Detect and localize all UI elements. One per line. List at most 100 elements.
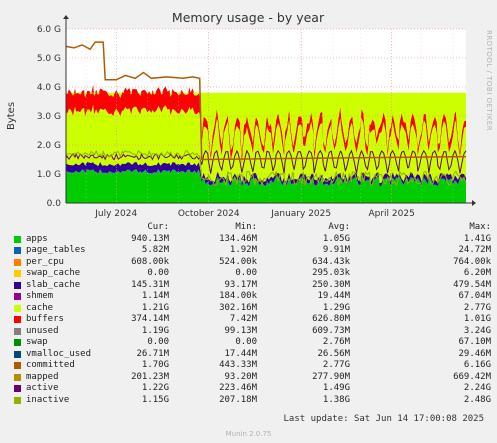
y-tick-label: 2.0 G [37,141,61,151]
legend-row: committed 1.70G 443.33M 2.77G 6.16G [14,360,496,372]
legend-min: 134.46M [219,233,257,244]
rrdtool-credit: RRDTOOL / TOBI OETIKER [485,30,493,131]
legend-table: Cur: Min: Avg: Max: apps 940.13M 134.46M 1.… [14,222,496,406]
legend-max: 24.72M [458,245,491,255]
legend-header-min: Min: [235,222,257,232]
legend-series-name: vmalloc_used [26,348,92,359]
legend-avg: 634.43k [312,256,350,267]
legend-row: swap_cache 0.00 0.00 295.03k 6.20M [14,268,496,280]
y-tick-label: 0.0 [47,199,62,209]
legend-cur: 5.82M [141,245,169,255]
legend-cur: 1.70G [141,360,169,370]
x-tick-label: April 2025 [368,209,414,219]
legend-series-name: unused [26,325,59,336]
legend-max: 1.41G [463,233,491,244]
legend-series-name: active [26,383,59,393]
legend-row: swap 0.00 0.00 2.76M 67.10M [14,337,496,349]
legend-min: 302.16M [219,302,257,313]
legend-min: 1.92M [229,245,257,255]
legend-header-cur: Cur: [147,222,169,232]
legend-row: shmem 1.14M 184.00k 19.44M 67.04M [14,291,496,303]
legend-swatch [14,247,21,254]
legend-min: 443.33M [219,360,257,370]
legend-cur: 1.21G [141,302,169,313]
legend-avg: 295.03k [312,268,350,278]
legend-cur: 145.31M [131,279,169,290]
legend-min: 0.00 [235,268,257,278]
y-axis-arrow [63,15,69,19]
legend-swatch [14,293,21,300]
legend-avg: 2.77G [322,360,350,370]
legend-header-avg: Avg: [328,222,350,232]
legend-series-name: mapped [26,371,59,382]
legend-swatch [14,385,21,392]
y-tick-label: 1.0 G [37,170,61,180]
legend-cur: 940.13M [131,233,169,244]
legend-row: unused 1.19G 99.13M 609.73M 3.24G [14,326,496,338]
series-line-committed [65,41,467,161]
legend-max: 1.01G [463,314,491,324]
legend-avg: 626.80M [312,314,350,324]
legend-avg: 1.29G [322,302,350,313]
legend-max: 3.24G [463,325,491,336]
legend-avg: 26.56M [317,348,350,359]
legend-min: 0.00 [235,337,257,347]
legend-swatch [14,396,21,404]
legend-max: 764.00k [453,256,491,267]
legend-max: 67.10M [458,337,491,347]
legend-cur: 26.71M [136,348,169,359]
legend-header-max: Max: [469,222,491,232]
legend-min: 207.18M [219,394,257,405]
legend-min: 524.00k [219,256,257,267]
legend-avg: 1.49G [322,383,350,393]
series-area-slab_cache [66,161,466,187]
legend-avg: 1.05G [322,233,350,244]
x-tick-label: October 2024 [178,209,240,219]
legend-avg: 19.44M [317,291,350,301]
legend-max: 6.20M [463,268,491,278]
legend-cur: 608.00k [131,256,169,267]
legend-min: 93.17M [224,279,257,290]
legend-max: 2.77G [463,302,491,313]
legend-series-name: swap [26,337,48,347]
legend-avg: 250.30M [312,279,350,290]
legend-swatch [14,327,21,335]
x-axis-arrow [472,200,476,206]
legend-row: per_cpu 608.00k 524.00k 634.43k 764.00k [14,257,496,269]
legend-min: 223.46M [219,383,257,393]
series-line-inactive [65,149,467,187]
series-area-buffers [66,84,466,164]
legend-avg: 277.90M [312,371,350,382]
x-tick-label: January 2025 [270,209,331,219]
legend-series-name: per_cpu [26,256,64,267]
legend-series-name: committed [26,360,75,370]
legend-max: 2.48G [463,394,491,405]
legend-cur: 1.19G [141,325,169,336]
legend-avg: 9.91M [322,245,350,255]
legend-cur: 1.22G [141,383,169,393]
x-tick-label: July 2024 [94,209,137,219]
y-tick-label: 3.0 G [37,112,61,122]
legend-swatch [14,362,21,369]
legend-cur: 1.15G [141,394,169,405]
legend-row: page_tables 5.82M 1.92M 9.91M 24.72M [14,245,496,257]
legend-swatch [14,350,21,358]
legend-cur: 1.14M [141,291,169,301]
series-line-active [65,149,467,174]
legend-swatch [14,235,21,243]
legend-cur: 0.00 [147,337,169,347]
legend-swatch [14,281,21,289]
chart-title: Memory usage - by year [172,10,325,25]
legend-series-name: cache [26,302,54,313]
legend-series-name: buffers [26,314,64,324]
last-update-text: Last update: Sat Jun 14 17:00:08 2025 [283,414,484,424]
legend-avg: 2.76M [322,337,350,347]
series-area-cache [66,104,466,184]
legend-cur: 201.23M [131,371,169,382]
legend-swatch [14,270,21,277]
legend-max: 669.42M [453,371,491,382]
legend-row: slab_cache 145.31M 93.17M 250.30M 479.54M [14,280,496,292]
legend-series-name: shmem [26,291,54,301]
legend-min: 7.42M [229,314,257,324]
